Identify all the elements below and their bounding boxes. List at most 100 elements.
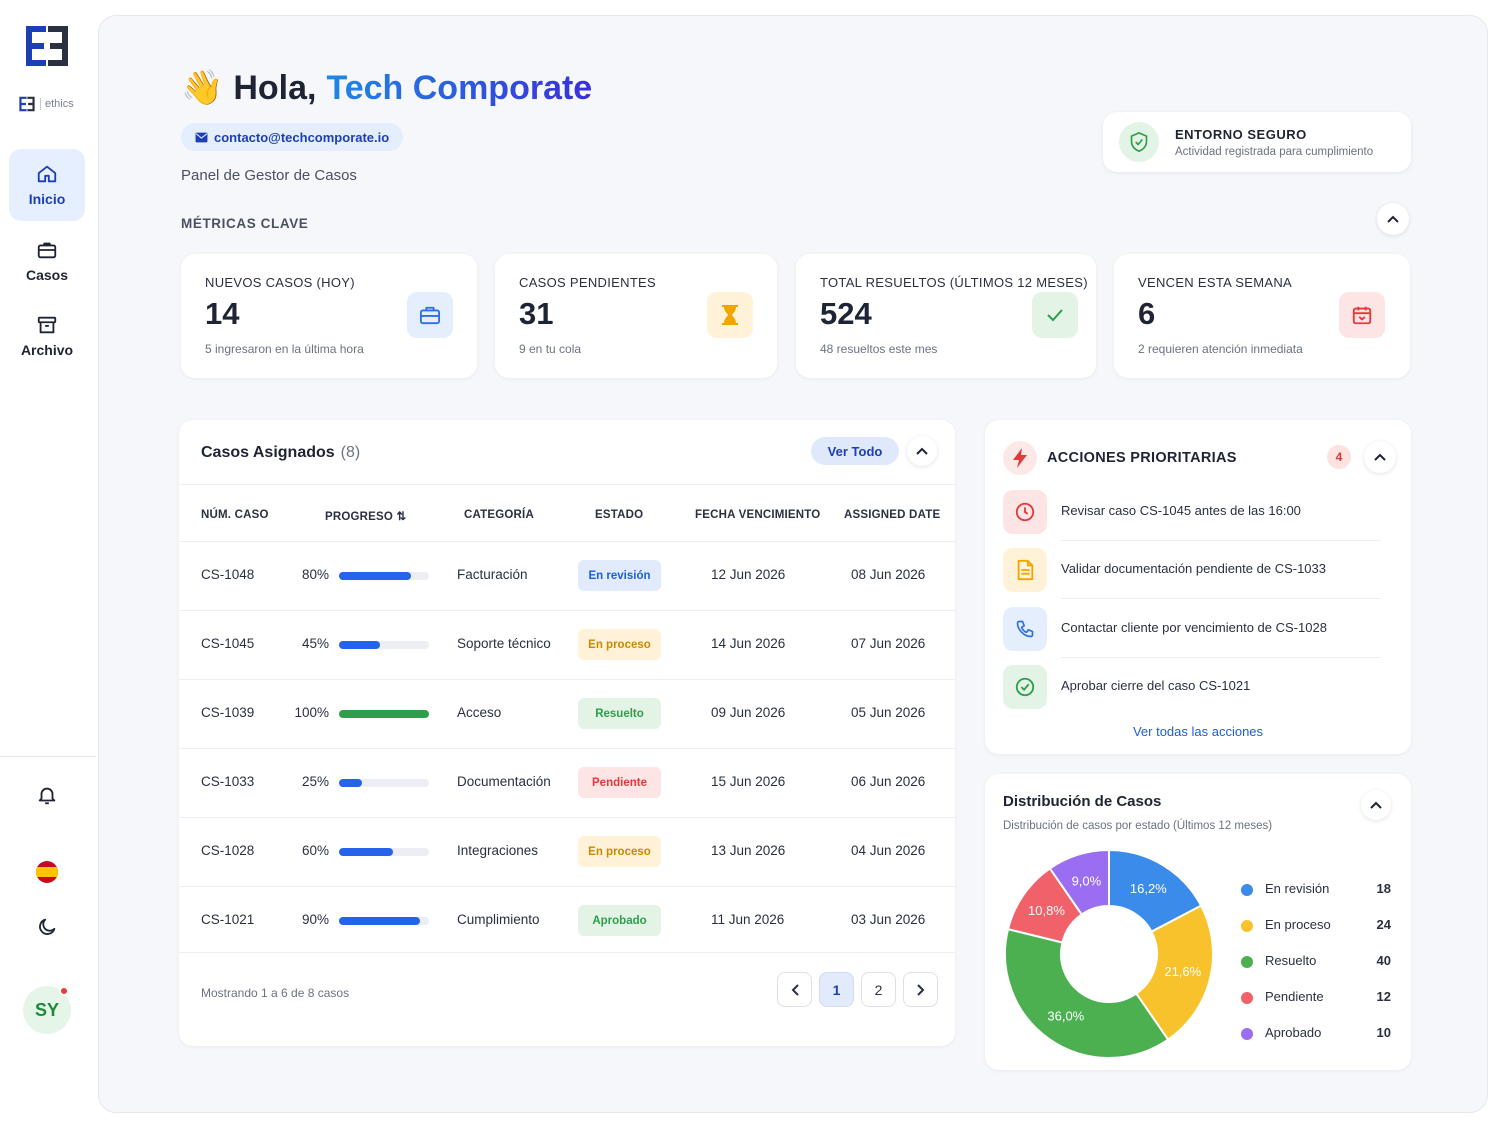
metric-note: 2 requieren atención inmediata — [1138, 342, 1303, 356]
column-header-assigned-date[interactable]: ASSIGNED DATE — [844, 509, 941, 521]
donut-slice[interactable] — [1048, 848, 1110, 916]
status-badge: En proceso — [578, 629, 661, 660]
legend-item: Resuelto 40 — [1241, 952, 1391, 972]
notifications-button[interactable] — [33, 781, 61, 809]
prev-page-button[interactable] — [777, 972, 812, 1007]
legend-label: En proceso — [1265, 917, 1331, 932]
nav-label: Inicio — [28, 191, 66, 207]
chevron-up-icon — [1374, 453, 1386, 461]
action-item[interactable]: Validar documentación pendiente de CS-10… — [1003, 541, 1393, 599]
email-chip[interactable]: contacto@techcomporate.io — [181, 123, 404, 151]
column-header-due-date[interactable]: FECHA VENCIMIENTO — [695, 509, 821, 521]
status-badge: En proceso — [578, 836, 661, 867]
logo[interactable] — [24, 24, 70, 68]
status-badge: Aprobado — [578, 905, 661, 936]
page-1-button[interactable]: 1 — [819, 972, 854, 1007]
cases-title: Casos Asignados (8) — [201, 444, 360, 462]
legend-item: En proceso 24 — [1241, 916, 1391, 936]
greeting: 👋 Hola, Tech Comporate — [181, 68, 592, 108]
email-text: contacto@techcomporate.io — [214, 129, 390, 145]
view-all-actions-link[interactable]: Ver todas las acciones — [1132, 724, 1264, 739]
avatar[interactable]: SY — [23, 986, 71, 1034]
document-icon — [1003, 548, 1047, 592]
due-date: 12 Jun 2026 — [711, 567, 786, 582]
theme-toggle[interactable] — [33, 913, 61, 941]
nav-item-casos[interactable]: Casos — [9, 225, 85, 297]
collapse-metrics-button[interactable] — [1377, 203, 1409, 235]
chevron-right-icon — [916, 983, 924, 996]
status-badge: Pendiente — [578, 767, 661, 798]
progress-value: 45% — [301, 636, 329, 651]
moon-icon — [39, 918, 56, 935]
cases-count: (8) — [340, 444, 361, 461]
progress-value: 25% — [301, 774, 329, 789]
donut-slice[interactable] — [1134, 904, 1214, 1041]
case-category: Documentación — [457, 774, 551, 789]
action-text: Validar documentación pendiente de CS-10… — [1061, 561, 1326, 576]
case-category: Facturación — [457, 567, 528, 582]
language-button[interactable] — [33, 858, 61, 886]
briefcase-icon — [407, 292, 453, 338]
due-date: 15 Jun 2026 — [711, 774, 786, 789]
avatar-initials: SY — [34, 999, 59, 1020]
brand-small-label: ethics — [40, 98, 74, 110]
assigned-date: 06 Jun 2026 — [851, 774, 926, 789]
action-separator — [1061, 540, 1381, 541]
case-number[interactable]: CS-1021 — [201, 912, 255, 927]
next-page-button[interactable] — [903, 972, 938, 1007]
donut-chart: 16,2% 21,6% 36,0% 10,8% 9,0% — [1004, 848, 1214, 1059]
case-number[interactable]: CS-1039 — [201, 705, 255, 720]
column-header-category[interactable]: CATEGORÍA — [464, 509, 534, 521]
page-subtitle: Panel de Gestor de Casos — [181, 167, 357, 184]
case-number[interactable]: CS-1048 — [201, 567, 255, 582]
case-number[interactable]: CS-1045 — [201, 636, 255, 651]
progress-bar-fill — [339, 848, 393, 856]
page-2-button[interactable]: 2 — [861, 972, 896, 1007]
collapse-cases-button[interactable] — [907, 436, 937, 466]
action-text: Revisar caso CS-1045 antes de las 16:00 — [1061, 503, 1301, 518]
metric-label: NUEVOS CASOS (HOY) — [205, 275, 355, 290]
table-row[interactable]: CS-1021 90% Cumplimiento Aprobado 11 Jun 202… — [179, 886, 955, 955]
metric-value: 31 — [519, 296, 554, 331]
due-date: 09 Jun 2026 — [711, 705, 786, 720]
nav-item-archivo[interactable]: Archivo — [9, 300, 85, 372]
collapse-chart-button[interactable] — [1361, 790, 1391, 820]
action-item[interactable]: Contactar cliente por vencimiento de CS-… — [1003, 600, 1393, 658]
action-item[interactable]: Revisar caso CS-1045 antes de las 16:00 — [1003, 483, 1393, 541]
progress-value: 100% — [294, 705, 329, 720]
table-row[interactable]: CS-1045 45% Soporte técnico En proceso 14 Ju… — [179, 610, 955, 679]
collapse-actions-button[interactable] — [1364, 441, 1396, 473]
column-header-progress[interactable]: PROGRESO ⇅ — [325, 511, 407, 523]
donut-slice[interactable] — [1004, 927, 1170, 1059]
legend-label: Resuelto — [1265, 953, 1317, 968]
case-category: Acceso — [457, 705, 502, 720]
table-row[interactable]: CS-1039 100% Acceso Resuelto 09 Jun 2026 05 J… — [179, 679, 955, 748]
action-separator — [1061, 657, 1381, 658]
slice-label: 16,2% — [1130, 881, 1167, 896]
legend-value: 12 — [1376, 989, 1391, 1004]
legend-value: 10 — [1376, 1025, 1391, 1040]
table-row[interactable]: CS-1028 60% Integraciones En proceso 13 Jun … — [179, 817, 955, 886]
table-row[interactable]: CS-1033 25% Documentación Pendiente 15 Jun 2… — [179, 748, 955, 817]
assigned-cases-card: Casos Asignados (8) Ver Todo NÚM. CASO PR… — [179, 420, 955, 1046]
view-all-cases-button[interactable]: Ver Todo — [811, 437, 899, 465]
action-item[interactable]: Aprobar cierre del caso CS-1021 — [1003, 658, 1393, 716]
due-date: 11 Jun 2026 — [711, 912, 785, 927]
nav-item-inicio[interactable]: Inicio — [9, 149, 85, 221]
legend-item: Aprobado 10 — [1241, 1024, 1391, 1044]
case-number[interactable]: CS-1028 — [201, 843, 255, 858]
case-category: Cumplimiento — [457, 912, 540, 927]
assigned-date: 04 Jun 2026 — [851, 843, 926, 858]
table-row[interactable]: CS-1048 80% Facturación En revisión 12 Jun 2… — [179, 541, 955, 610]
logo-small-icon — [19, 96, 35, 112]
case-number[interactable]: CS-1033 — [201, 774, 255, 789]
secure-subtitle: Actividad registrada para cumplimiento — [1175, 145, 1374, 158]
legend-dot — [1241, 884, 1253, 896]
column-header-status[interactable]: ESTADO — [595, 509, 644, 521]
legend-label: Aprobado — [1265, 1025, 1322, 1040]
chevron-up-icon — [916, 447, 928, 455]
column-header-case-number[interactable]: NÚM. CASO — [201, 509, 269, 521]
slice-label: 36,0% — [1047, 1009, 1084, 1024]
priority-actions-count: 4 — [1327, 445, 1351, 469]
progress-bar-fill — [339, 917, 420, 925]
